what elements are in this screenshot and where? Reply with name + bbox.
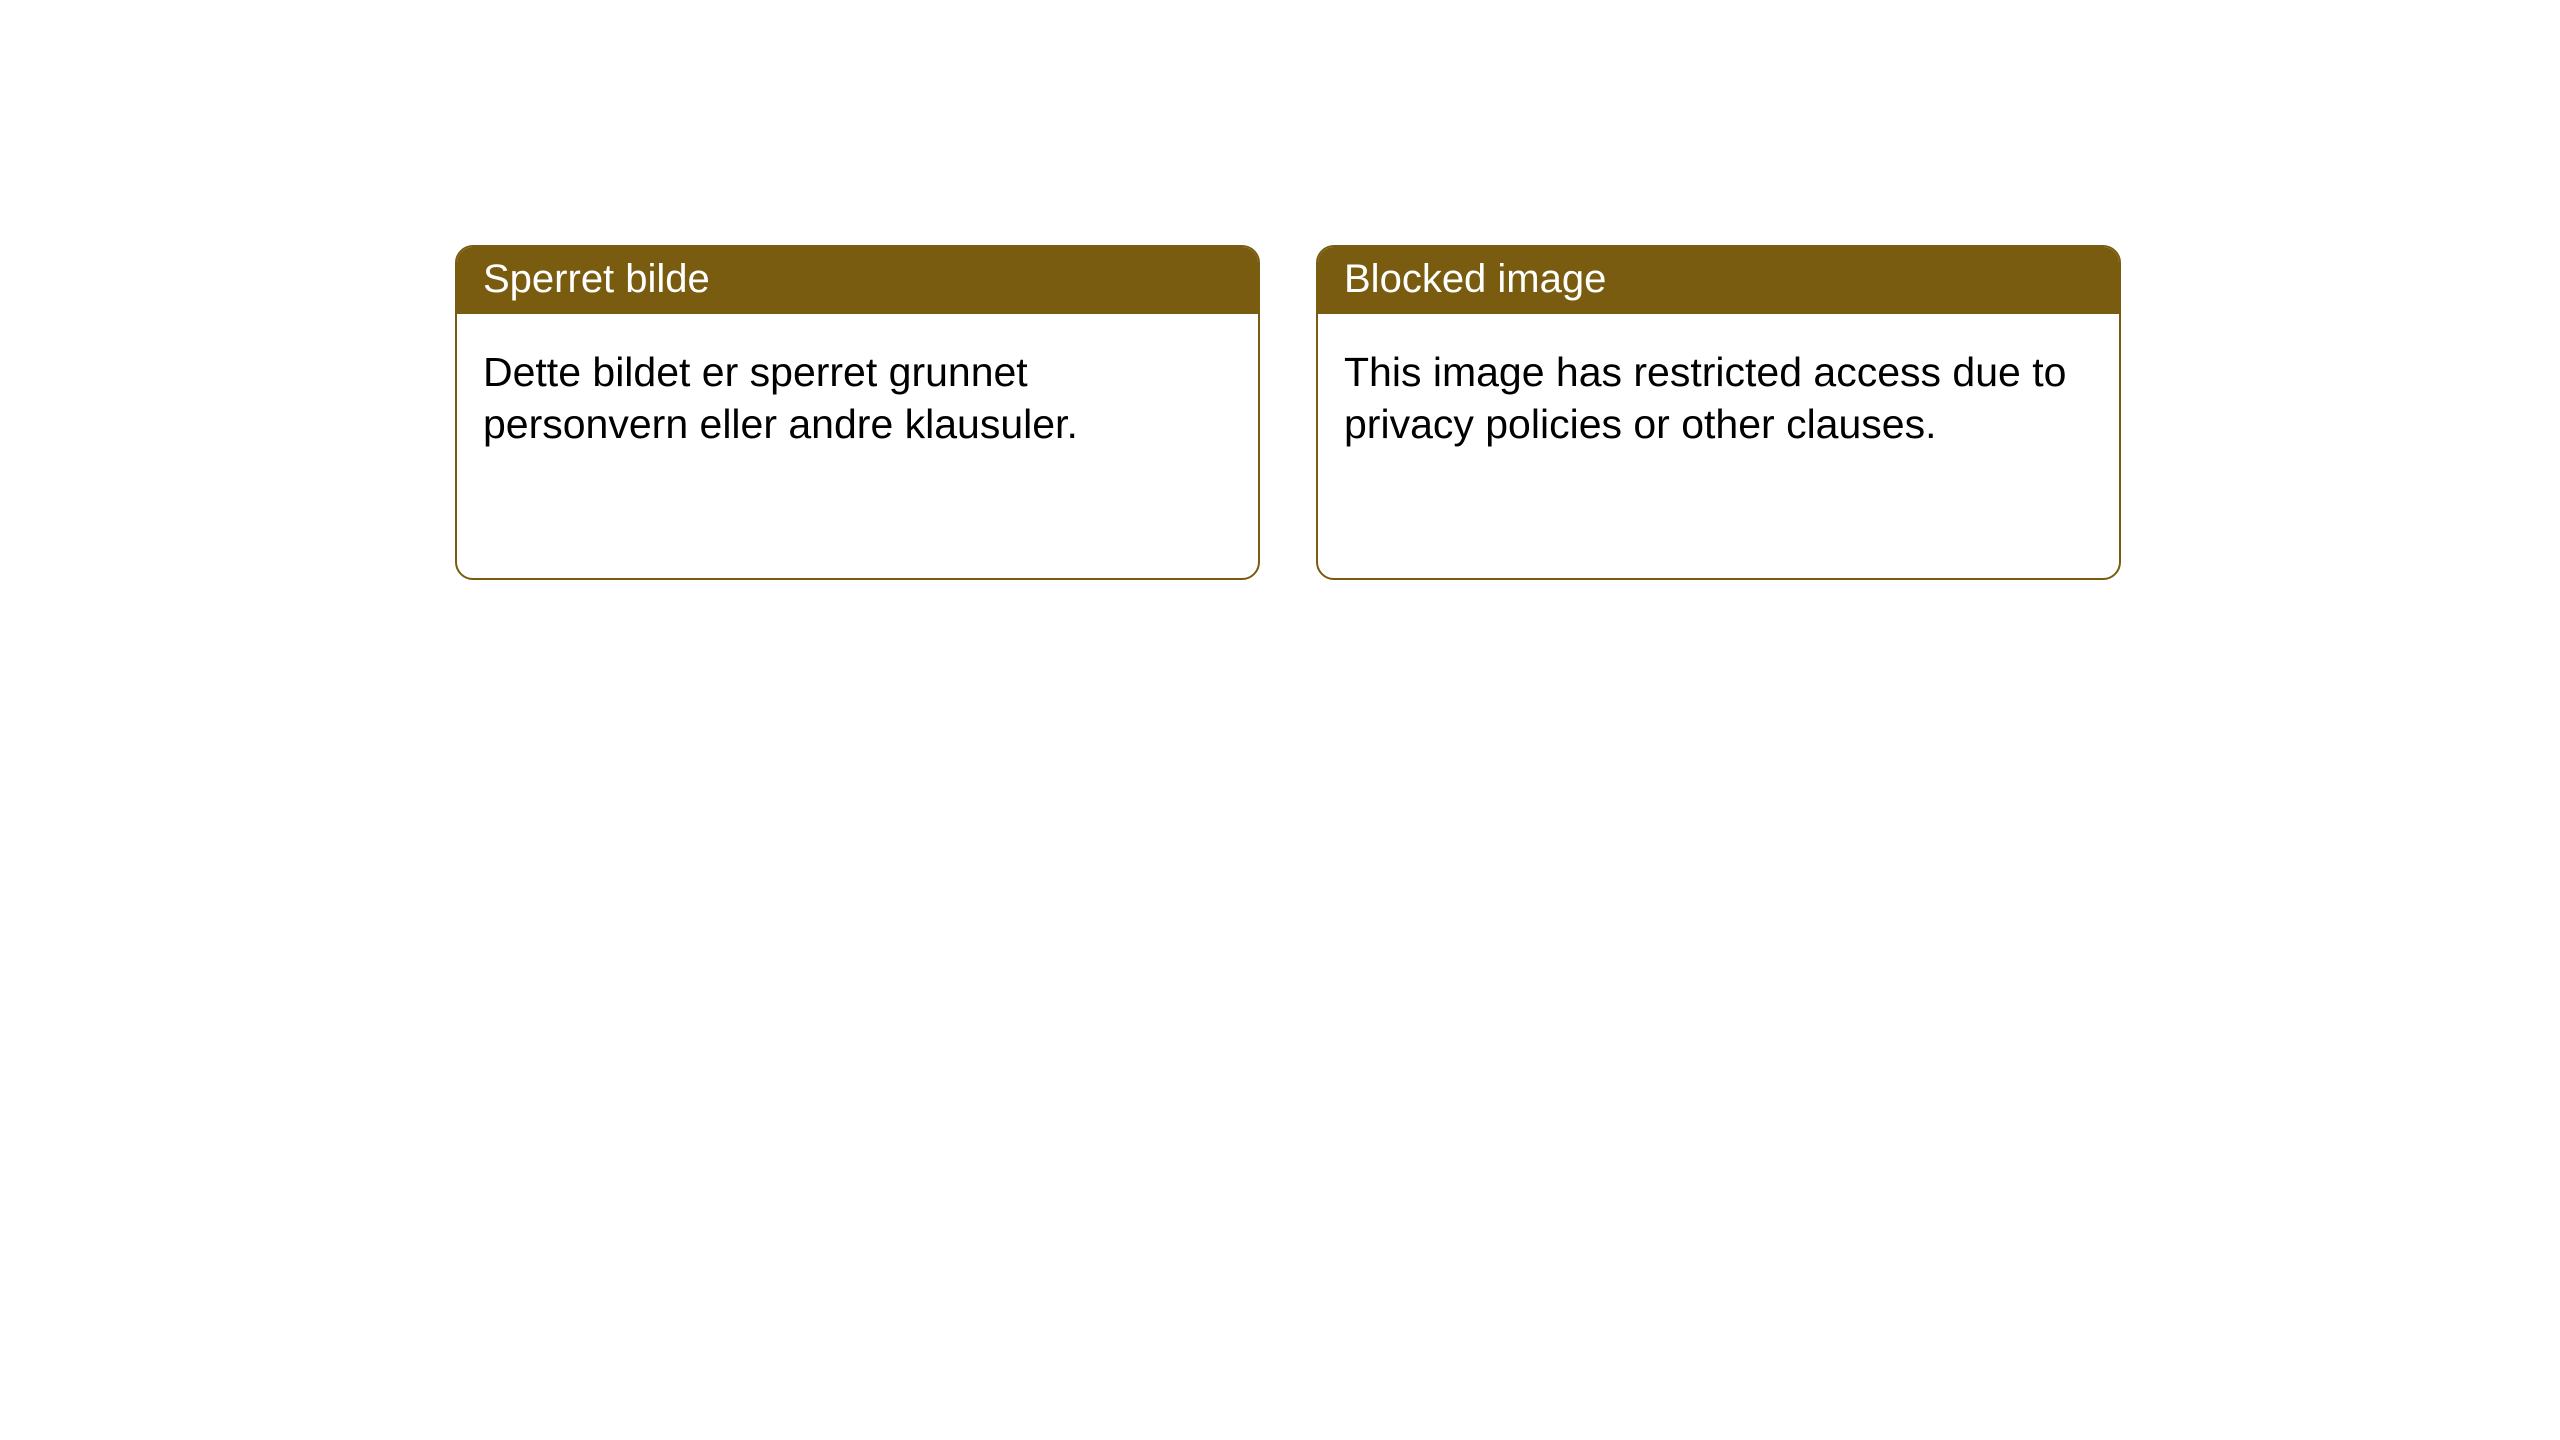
notice-card-body: Dette bildet er sperret grunnet personve… [457, 314, 1258, 476]
notice-card-body: This image has restricted access due to … [1318, 314, 2119, 476]
notice-card-norwegian: Sperret bilde Dette bildet er sperret gr… [455, 245, 1260, 580]
notice-card-title: Sperret bilde [457, 247, 1258, 314]
notice-card-title: Blocked image [1318, 247, 2119, 314]
notice-card-english: Blocked image This image has restricted … [1316, 245, 2121, 580]
notice-cards-container: Sperret bilde Dette bildet er sperret gr… [0, 0, 2560, 580]
